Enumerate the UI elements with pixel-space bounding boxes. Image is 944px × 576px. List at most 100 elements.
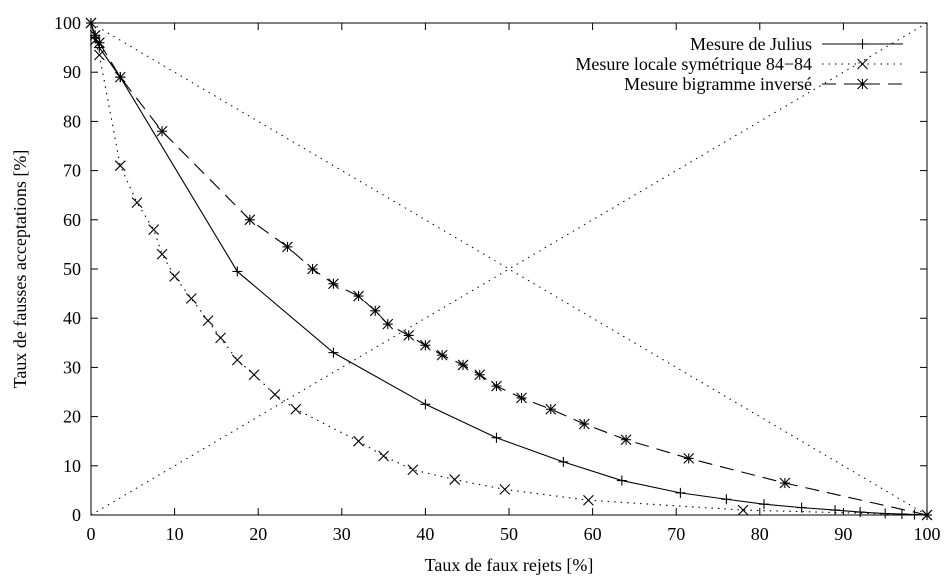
x-tick-label: 60 <box>584 524 602 544</box>
legend-entry-3: Mesure bigramme inversé <box>624 74 903 94</box>
data-point <box>420 339 431 351</box>
data-point <box>131 197 143 208</box>
y-tick-label: 40 <box>63 308 81 328</box>
x-tick-label: 20 <box>249 524 267 544</box>
x-tick-label: 80 <box>751 524 769 544</box>
y-tick-label: 0 <box>72 505 81 525</box>
data-point <box>737 504 749 516</box>
data-point <box>457 359 469 371</box>
reference-line-0 <box>90 22 928 516</box>
legend-marker <box>857 58 868 70</box>
data-point <box>156 125 168 137</box>
data-point <box>830 505 841 516</box>
data-point <box>93 37 105 49</box>
y-tick-label: 30 <box>63 357 81 377</box>
data-point <box>328 347 339 358</box>
data-point <box>382 318 394 330</box>
ticks: 0 10 20 30 40 50 60 70 80 90 100 0 10 20 30 40 50 60 70 80 9… <box>54 13 941 544</box>
data-point <box>516 392 527 404</box>
data-point <box>148 224 160 236</box>
x-tick-label: 90 <box>834 524 852 544</box>
data-point <box>855 507 866 518</box>
data-point <box>378 450 389 462</box>
data-point <box>620 434 632 446</box>
data-point <box>449 474 461 485</box>
y-tick-label: 90 <box>63 62 81 82</box>
data-point <box>231 354 243 366</box>
data-point <box>683 453 695 464</box>
data-point <box>215 332 226 344</box>
reference-line-1 <box>90 22 928 516</box>
data-point <box>896 509 907 520</box>
data-point <box>474 369 486 381</box>
legend-label: Mesure de Julius <box>690 34 812 54</box>
data-point <box>353 290 364 302</box>
data-point <box>436 349 448 361</box>
data-point <box>202 315 214 327</box>
series-line <box>90 22 928 516</box>
data-point <box>169 270 180 282</box>
legend-entry-1: Mesure de Julius <box>690 34 903 54</box>
data-point <box>545 403 557 415</box>
series-2 <box>85 17 933 521</box>
y-tick-label: 10 <box>63 456 81 476</box>
data-point <box>491 380 502 392</box>
x-tick-label: 40 <box>416 524 434 544</box>
data-point <box>269 389 281 400</box>
series-line <box>90 22 928 516</box>
data-point <box>328 278 339 290</box>
y-tick-label: 50 <box>63 259 81 279</box>
x-tick-label: 10 <box>166 524 184 544</box>
legend-marker <box>857 39 868 49</box>
data-point <box>796 502 807 513</box>
x-tick-label: 30 <box>333 524 351 544</box>
data-point <box>558 456 569 467</box>
y-tick-label: 20 <box>63 407 81 427</box>
data-point <box>721 494 732 505</box>
x-axis-title: Taux de faux rejets [%] <box>425 555 594 575</box>
legend-marker <box>857 78 868 90</box>
y-axis-title: Taux de fausses acceptations [%] <box>10 150 30 389</box>
reference-lines <box>90 22 928 516</box>
data-point <box>491 432 502 443</box>
data-point <box>420 399 431 410</box>
data-point <box>156 248 168 260</box>
y-tick-label: 80 <box>63 111 81 131</box>
y-tick-label: 70 <box>63 161 81 181</box>
x-tick-label: 100 <box>914 524 941 544</box>
series-line <box>90 22 928 516</box>
data-point <box>93 49 105 61</box>
data-point <box>499 484 511 495</box>
data-point <box>758 499 769 510</box>
x-tick-label: 50 <box>500 524 518 544</box>
data-point <box>353 435 364 447</box>
data-point <box>185 293 197 304</box>
data-point <box>616 475 627 486</box>
series-layer <box>85 17 933 521</box>
x-tick-label: 0 <box>87 524 96 544</box>
data-point <box>114 71 126 83</box>
data-point <box>578 418 590 430</box>
data-point <box>583 494 594 506</box>
data-point <box>290 403 302 415</box>
data-point <box>244 214 256 226</box>
y-tick-label: 60 <box>63 210 81 230</box>
data-point <box>403 330 415 341</box>
data-point <box>282 241 293 253</box>
data-point <box>248 369 260 381</box>
data-point <box>307 263 318 275</box>
data-point <box>114 160 126 172</box>
data-point <box>232 266 243 277</box>
y-tick-label: 100 <box>54 13 81 33</box>
data-point <box>880 508 891 519</box>
series-3 <box>85 17 933 521</box>
data-point <box>407 464 419 476</box>
x-tick-label: 70 <box>667 524 685 544</box>
data-point <box>779 477 791 489</box>
legend-label: Mesure locale symétrique 84−84 <box>575 54 812 74</box>
plot-frame <box>90 22 928 516</box>
legend-label: Mesure bigramme inversé <box>624 74 812 94</box>
legend-entry-2: Mesure locale symétrique 84−84 <box>575 54 903 74</box>
